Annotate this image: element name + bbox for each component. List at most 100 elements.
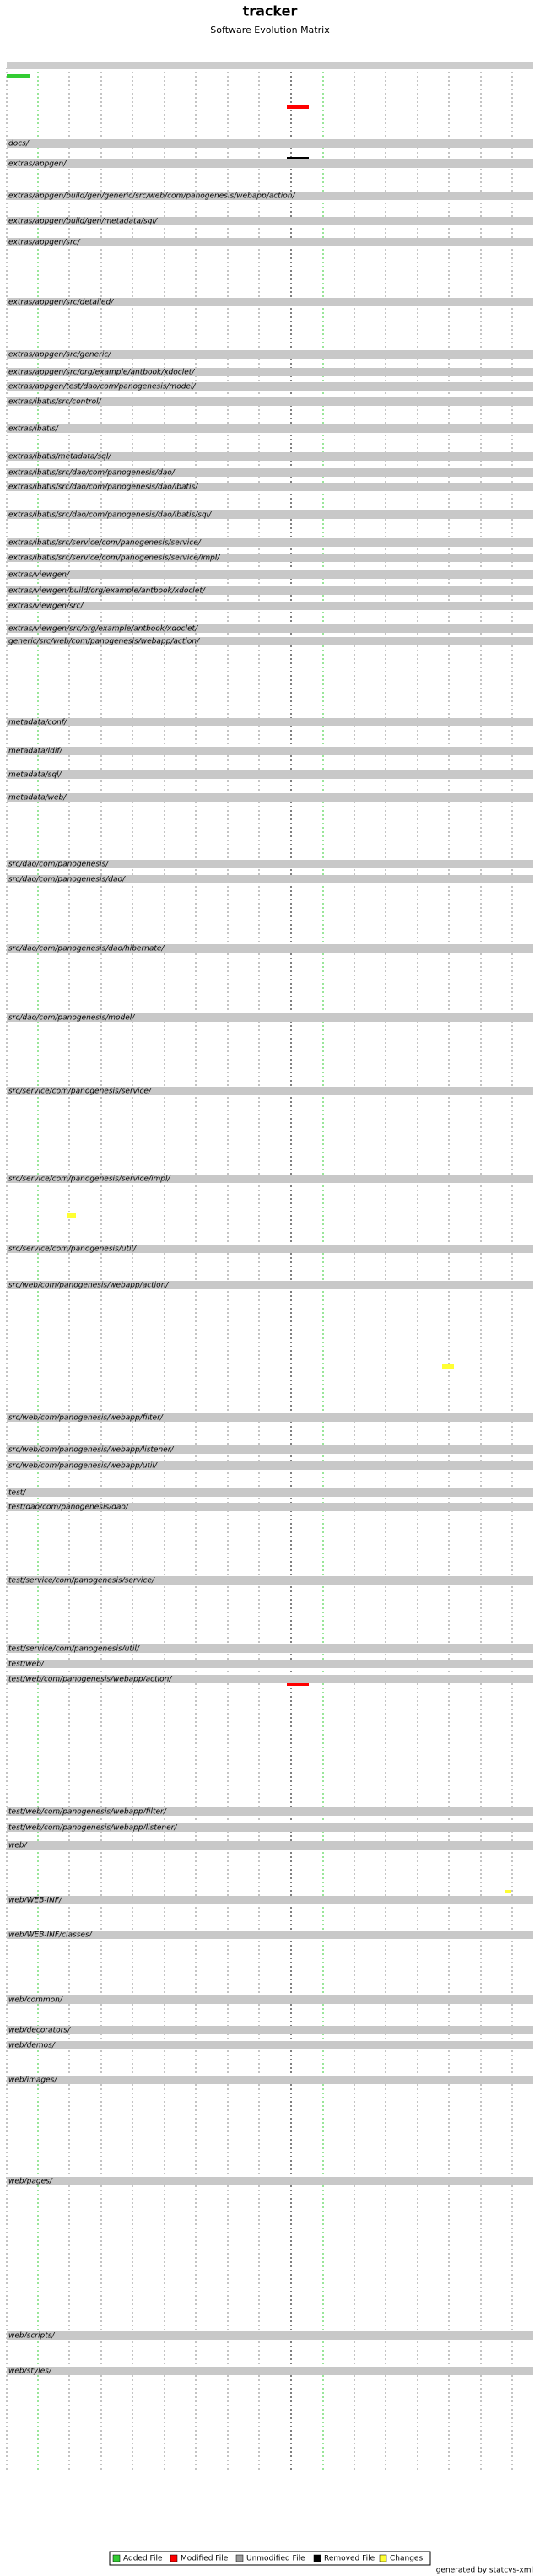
directory-bar bbox=[7, 192, 533, 200]
directory-label: test/web/com/panogenesis/webapp/filter/ bbox=[8, 1808, 167, 1817]
legend-swatch bbox=[313, 2554, 321, 2562]
directory-label: generic/src/web/com/panogenesis/webapp/a… bbox=[8, 638, 200, 646]
directory-bar bbox=[7, 554, 533, 562]
directory-bar bbox=[7, 875, 533, 883]
directory-bar bbox=[7, 793, 533, 802]
directory-label: extras/ibatis/src/dao/com/panogenesis/da… bbox=[8, 511, 212, 520]
directory-label: metadata/conf/ bbox=[8, 719, 68, 727]
change-mark bbox=[68, 1213, 76, 1218]
directory-bar bbox=[7, 2026, 533, 2034]
directory-bar bbox=[7, 570, 533, 579]
directory-label: extras/appgen/src/detailed/ bbox=[8, 299, 114, 307]
directory-bar bbox=[7, 2076, 533, 2084]
directory-bar bbox=[7, 1087, 533, 1095]
directory-label: metadata/ldif/ bbox=[8, 748, 63, 756]
directory-label: extras/appgen/test/dao/com/panogenesis/m… bbox=[8, 383, 196, 392]
directory-bar bbox=[7, 1675, 533, 1683]
directory-bar bbox=[7, 1995, 533, 2004]
directory-bar bbox=[7, 2177, 533, 2185]
directory-label: src/dao/com/panogenesis/model/ bbox=[8, 1014, 135, 1023]
directory-label: src/service/com/panogenesis/service/ bbox=[8, 1088, 152, 1096]
directory-bar bbox=[7, 139, 533, 148]
directory-label: extras/appgen/src/org/example/antbook/xd… bbox=[8, 369, 195, 377]
directory-bar bbox=[7, 397, 533, 406]
directory-label: web/demos/ bbox=[8, 2042, 56, 2050]
directory-bar bbox=[7, 1461, 533, 1470]
directory-label: extras/appgen/build/gen/generic/src/web/… bbox=[8, 192, 295, 201]
directory-label: src/dao/com/panogenesis/dao/hibernate/ bbox=[8, 945, 165, 953]
directory-bar bbox=[7, 298, 533, 306]
directory-bar bbox=[7, 1931, 533, 1939]
directory-label: src/service/com/panogenesis/service/impl… bbox=[8, 1175, 170, 1184]
directory-label: extras/appgen/build/gen/metadata/sql/ bbox=[8, 218, 158, 226]
added-mark bbox=[7, 74, 30, 78]
legend-box bbox=[109, 2551, 431, 2566]
directory-bar bbox=[7, 1896, 533, 1904]
directory-label: src/web/com/panogenesis/webapp/listener/ bbox=[8, 1446, 174, 1455]
directory-label: web/styles/ bbox=[8, 2368, 52, 2376]
directory-label: src/dao/com/panogenesis/ bbox=[8, 861, 109, 869]
directory-label: test/web/com/panogenesis/webapp/listener… bbox=[8, 1824, 177, 1833]
directory-label: metadata/sql/ bbox=[8, 771, 62, 780]
directory-label: extras/appgen/src/generic/ bbox=[8, 351, 111, 359]
directory-label: src/dao/com/panogenesis/dao/ bbox=[8, 876, 126, 884]
directory-bar bbox=[7, 1576, 533, 1585]
directory-bar bbox=[7, 860, 533, 868]
subtitle: Software Evolution Matrix bbox=[210, 24, 330, 35]
directory-bar bbox=[7, 368, 533, 376]
directory-bar bbox=[7, 1245, 533, 1253]
directory-label: extras/ibatis/src/control/ bbox=[8, 398, 102, 407]
directory-bar bbox=[7, 1644, 533, 1653]
directory-bar bbox=[7, 770, 533, 779]
directory-label: extras/ibatis/src/service/com/panogenesi… bbox=[8, 539, 202, 548]
legend-label: Changes bbox=[390, 2555, 423, 2563]
directory-label: extras/appgen/src/ bbox=[8, 239, 81, 247]
directory-bar bbox=[7, 468, 533, 477]
legend-label: Removed File bbox=[324, 2555, 375, 2563]
directory-label: web/decorators/ bbox=[8, 2027, 71, 2035]
directory-bar bbox=[7, 2041, 533, 2049]
directory-bar bbox=[7, 1488, 533, 1497]
directory-bar bbox=[7, 586, 533, 595]
directory-label: web/common/ bbox=[8, 1996, 63, 2005]
directory-label: web/WEB-INF/classes/ bbox=[8, 1931, 93, 1940]
directory-label: extras/viewgen/src/ bbox=[8, 602, 84, 611]
directory-label: src/service/com/panogenesis/util/ bbox=[8, 1245, 137, 1254]
directory-label: extras/viewgen/build/org/example/antbook… bbox=[8, 587, 206, 596]
directory-bar bbox=[7, 624, 533, 633]
directory-bar bbox=[7, 747, 533, 755]
directory-label: src/web/com/panogenesis/webapp/action/ bbox=[8, 1282, 169, 1290]
directory-label: test/dao/com/panogenesis/dao/ bbox=[8, 1504, 129, 1512]
directory-bar bbox=[7, 159, 533, 168]
directory-bar bbox=[7, 1281, 533, 1289]
modified-mark bbox=[287, 1682, 309, 1686]
directory-bar bbox=[7, 1013, 533, 1022]
directory-label: test/service/com/panogenesis/service/ bbox=[8, 1577, 155, 1585]
directory-bar bbox=[7, 382, 533, 391]
directory-bar bbox=[7, 1175, 533, 1183]
directory-bar bbox=[7, 944, 533, 953]
header-bar bbox=[7, 62, 533, 69]
directory-bar bbox=[7, 1841, 533, 1850]
removed-mark bbox=[287, 157, 309, 161]
modified-mark bbox=[287, 105, 309, 109]
footer: generated by statcvs-xml bbox=[436, 2567, 533, 2575]
legend-swatch bbox=[379, 2554, 387, 2562]
directory-bar bbox=[7, 350, 533, 359]
legend-label: Modified File bbox=[181, 2555, 229, 2563]
directory-label: test/web/ bbox=[8, 1661, 45, 1669]
change-mark bbox=[505, 1890, 511, 1893]
directory-label: extras/ibatis/src/service/com/panogenesi… bbox=[8, 554, 220, 563]
directory-label: extras/viewgen/ bbox=[8, 571, 70, 580]
legend-swatch bbox=[112, 2554, 121, 2562]
directory-bar bbox=[7, 483, 533, 491]
directory-bar bbox=[7, 1413, 533, 1422]
directory-bar bbox=[7, 1445, 533, 1454]
change-mark bbox=[442, 1364, 454, 1369]
directory-bar bbox=[7, 1807, 533, 1816]
directory-label: extras/ibatis/ bbox=[8, 425, 59, 434]
directory-bar bbox=[7, 2331, 533, 2340]
legend-swatch bbox=[170, 2554, 178, 2562]
